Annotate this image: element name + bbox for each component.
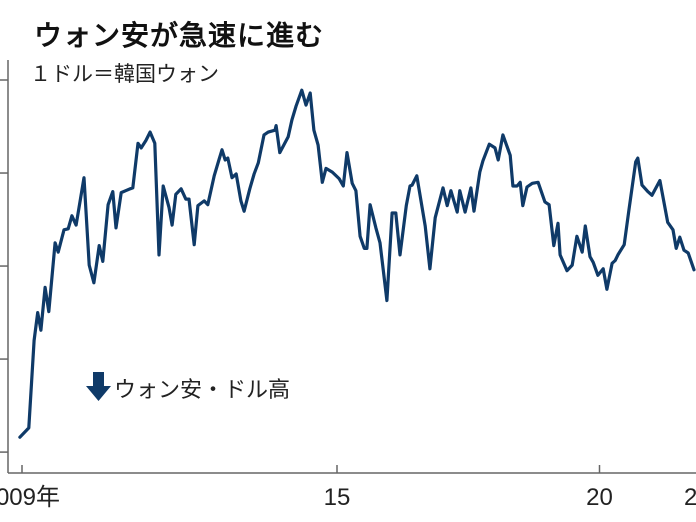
x-tick-label: 15 xyxy=(324,484,351,511)
x-tick-label: 2 xyxy=(684,484,696,511)
x-tick-label: 20 xyxy=(586,484,613,511)
chart-subtitle: １ドル＝韓国ウォン xyxy=(30,62,219,86)
annotation-text: ウォン安・ドル高 xyxy=(114,378,290,403)
down-arrow-icon xyxy=(86,372,111,401)
chart-title: ウォン安が急速に進む xyxy=(34,19,325,52)
x-tick-label: 2009年 xyxy=(0,484,60,511)
series-line xyxy=(18,88,696,439)
annotation: ウォン安・ドル高 xyxy=(86,372,290,403)
